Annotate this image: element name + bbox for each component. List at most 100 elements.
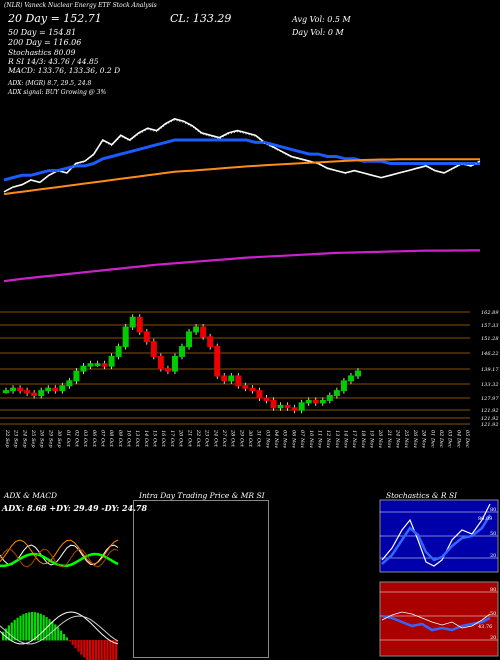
x-tick-48: 28 Nov	[421, 429, 427, 448]
candle-4	[31, 392, 38, 397]
candle-20	[143, 331, 150, 343]
adx-panel-title: ADX & MACD	[4, 491, 58, 500]
macd-bar-13	[39, 613, 42, 641]
x-tick-0: 22 Sep	[4, 429, 10, 448]
macd-bar-10	[31, 612, 34, 641]
candle-29	[207, 336, 214, 348]
ma20-label: 20 Day = 152.71	[8, 12, 102, 25]
rsi-label: R SI 14/3: 43.76 / 44.85	[8, 57, 99, 66]
x-tick-41: 18 Nov	[360, 430, 366, 448]
candle-25	[179, 346, 185, 357]
candle-22	[157, 355, 164, 370]
rsi-line	[381, 614, 491, 632]
rsi-line-2	[381, 611, 491, 629]
price-tick-3: 146.22	[481, 351, 499, 357]
macd-bar-18	[54, 624, 57, 641]
candle-28	[200, 326, 207, 338]
x-tick-1: 23 Sep	[13, 429, 19, 448]
macd-bar-30	[89, 640, 92, 660]
macd-bar-14	[42, 615, 45, 641]
candle-10	[73, 370, 80, 382]
x-tick-31: 04 Nov	[273, 430, 279, 448]
adx-values: ADX: 8.68 +DY: 29.49 -DY: 24.78	[2, 503, 148, 513]
price-tick-5: 133.32	[481, 382, 499, 388]
x-tick-45: 24 Nov	[395, 429, 401, 448]
rsi-tick-1: 50	[490, 611, 496, 617]
ma50-label: 50 Day = 154.81	[8, 28, 77, 37]
x-tick-50: 02 Dec	[438, 430, 444, 448]
candle-34	[242, 385, 249, 389]
x-tick-20: 20 Oct	[178, 429, 184, 448]
x-tick-18: 16 Oct	[160, 430, 166, 448]
adx-line-orange	[0, 539, 119, 565]
candle-5	[38, 390, 45, 397]
candle-15	[108, 355, 115, 367]
macd-bar-7	[22, 614, 25, 641]
x-tick-39: 14 Nov	[343, 430, 349, 448]
macd-bar-39	[115, 640, 118, 660]
x-tick-32: 05 Nov	[282, 430, 288, 448]
x-tick-47: 26 Nov	[412, 429, 418, 448]
candle-40	[284, 404, 291, 409]
candle-44	[312, 399, 319, 404]
macd-bar-24	[71, 640, 74, 645]
macd-bar-8	[25, 613, 28, 641]
stoch-panel-title: Stochastics & R SI	[386, 491, 458, 500]
avg-vol-label: Avg Vol: 0.5 M	[292, 15, 351, 24]
x-tick-36: 11 Nov	[317, 430, 323, 448]
intraday-panel	[133, 500, 269, 658]
x-tick-2: 24 Sep	[21, 429, 27, 448]
x-tick-42: 19 Nov	[369, 430, 375, 448]
x-tick-7: 01 Oct	[65, 430, 71, 448]
x-tick-23: 23 Oct	[204, 429, 210, 448]
macd-line	[0, 611, 119, 645]
x-tick-8: 02 Oct	[73, 430, 79, 448]
rsi-value: 43.76	[478, 624, 492, 630]
macd-bar-5	[16, 617, 19, 641]
candle-7	[52, 387, 59, 392]
macd-bar-19	[57, 627, 60, 641]
x-tick-28: 30 Oct	[247, 430, 253, 448]
price-tick-2: 151.28	[481, 336, 499, 342]
x-tick-17: 15 Oct	[152, 430, 158, 448]
intraday-panel-title: Intra Day Trading Price & MR SI	[139, 491, 265, 500]
macd-bar-11	[33, 612, 37, 641]
price-tick-4: 139.17	[481, 367, 499, 373]
x-tick-43: 20 Nov	[377, 429, 383, 448]
stoch-k-line	[381, 503, 491, 567]
x-tick-13: 09 Oct	[117, 430, 123, 448]
macd-bar-31	[91, 640, 95, 660]
x-tick-10: 06 Oct	[91, 430, 97, 448]
macd-bar-29	[86, 640, 89, 660]
candle-46	[326, 395, 333, 401]
candle-50	[355, 370, 361, 377]
candle-1	[10, 387, 17, 392]
x-tick-26: 28 Oct	[230, 429, 236, 448]
candle-6	[45, 387, 52, 392]
x-tick-27: 29 Oct	[238, 429, 244, 448]
x-tick-33: 06 Nov	[290, 430, 296, 448]
candle-21	[150, 341, 157, 357]
x-tick-25: 27 Oct	[221, 429, 227, 448]
adx-line: ADX: (MGR) 8.7, 29.5, 24.8	[8, 80, 92, 87]
x-tick-29: 31 Oct	[256, 430, 262, 448]
x-tick-52: 04 Dec	[455, 430, 461, 448]
series-line-0	[3, 117, 481, 193]
candle-48	[340, 380, 347, 392]
x-tick-14: 10 Oct	[126, 430, 132, 448]
candle-37	[263, 397, 270, 401]
x-tick-51: 03 Dec	[447, 430, 453, 448]
candle-27	[193, 326, 200, 333]
macd-signal	[0, 615, 119, 645]
candle-14	[101, 363, 108, 367]
macd-bar-34	[100, 640, 103, 660]
candle-35	[249, 387, 256, 392]
candle-13	[94, 363, 101, 367]
candle-9	[66, 380, 73, 387]
macd-bar-26	[77, 640, 80, 652]
candle-26	[186, 331, 193, 348]
stoch-tick-1: 50	[490, 531, 496, 537]
candle-49	[347, 375, 354, 382]
x-tick-16: 14 Oct	[143, 430, 149, 448]
x-tick-38: 13 Nov	[334, 430, 340, 448]
